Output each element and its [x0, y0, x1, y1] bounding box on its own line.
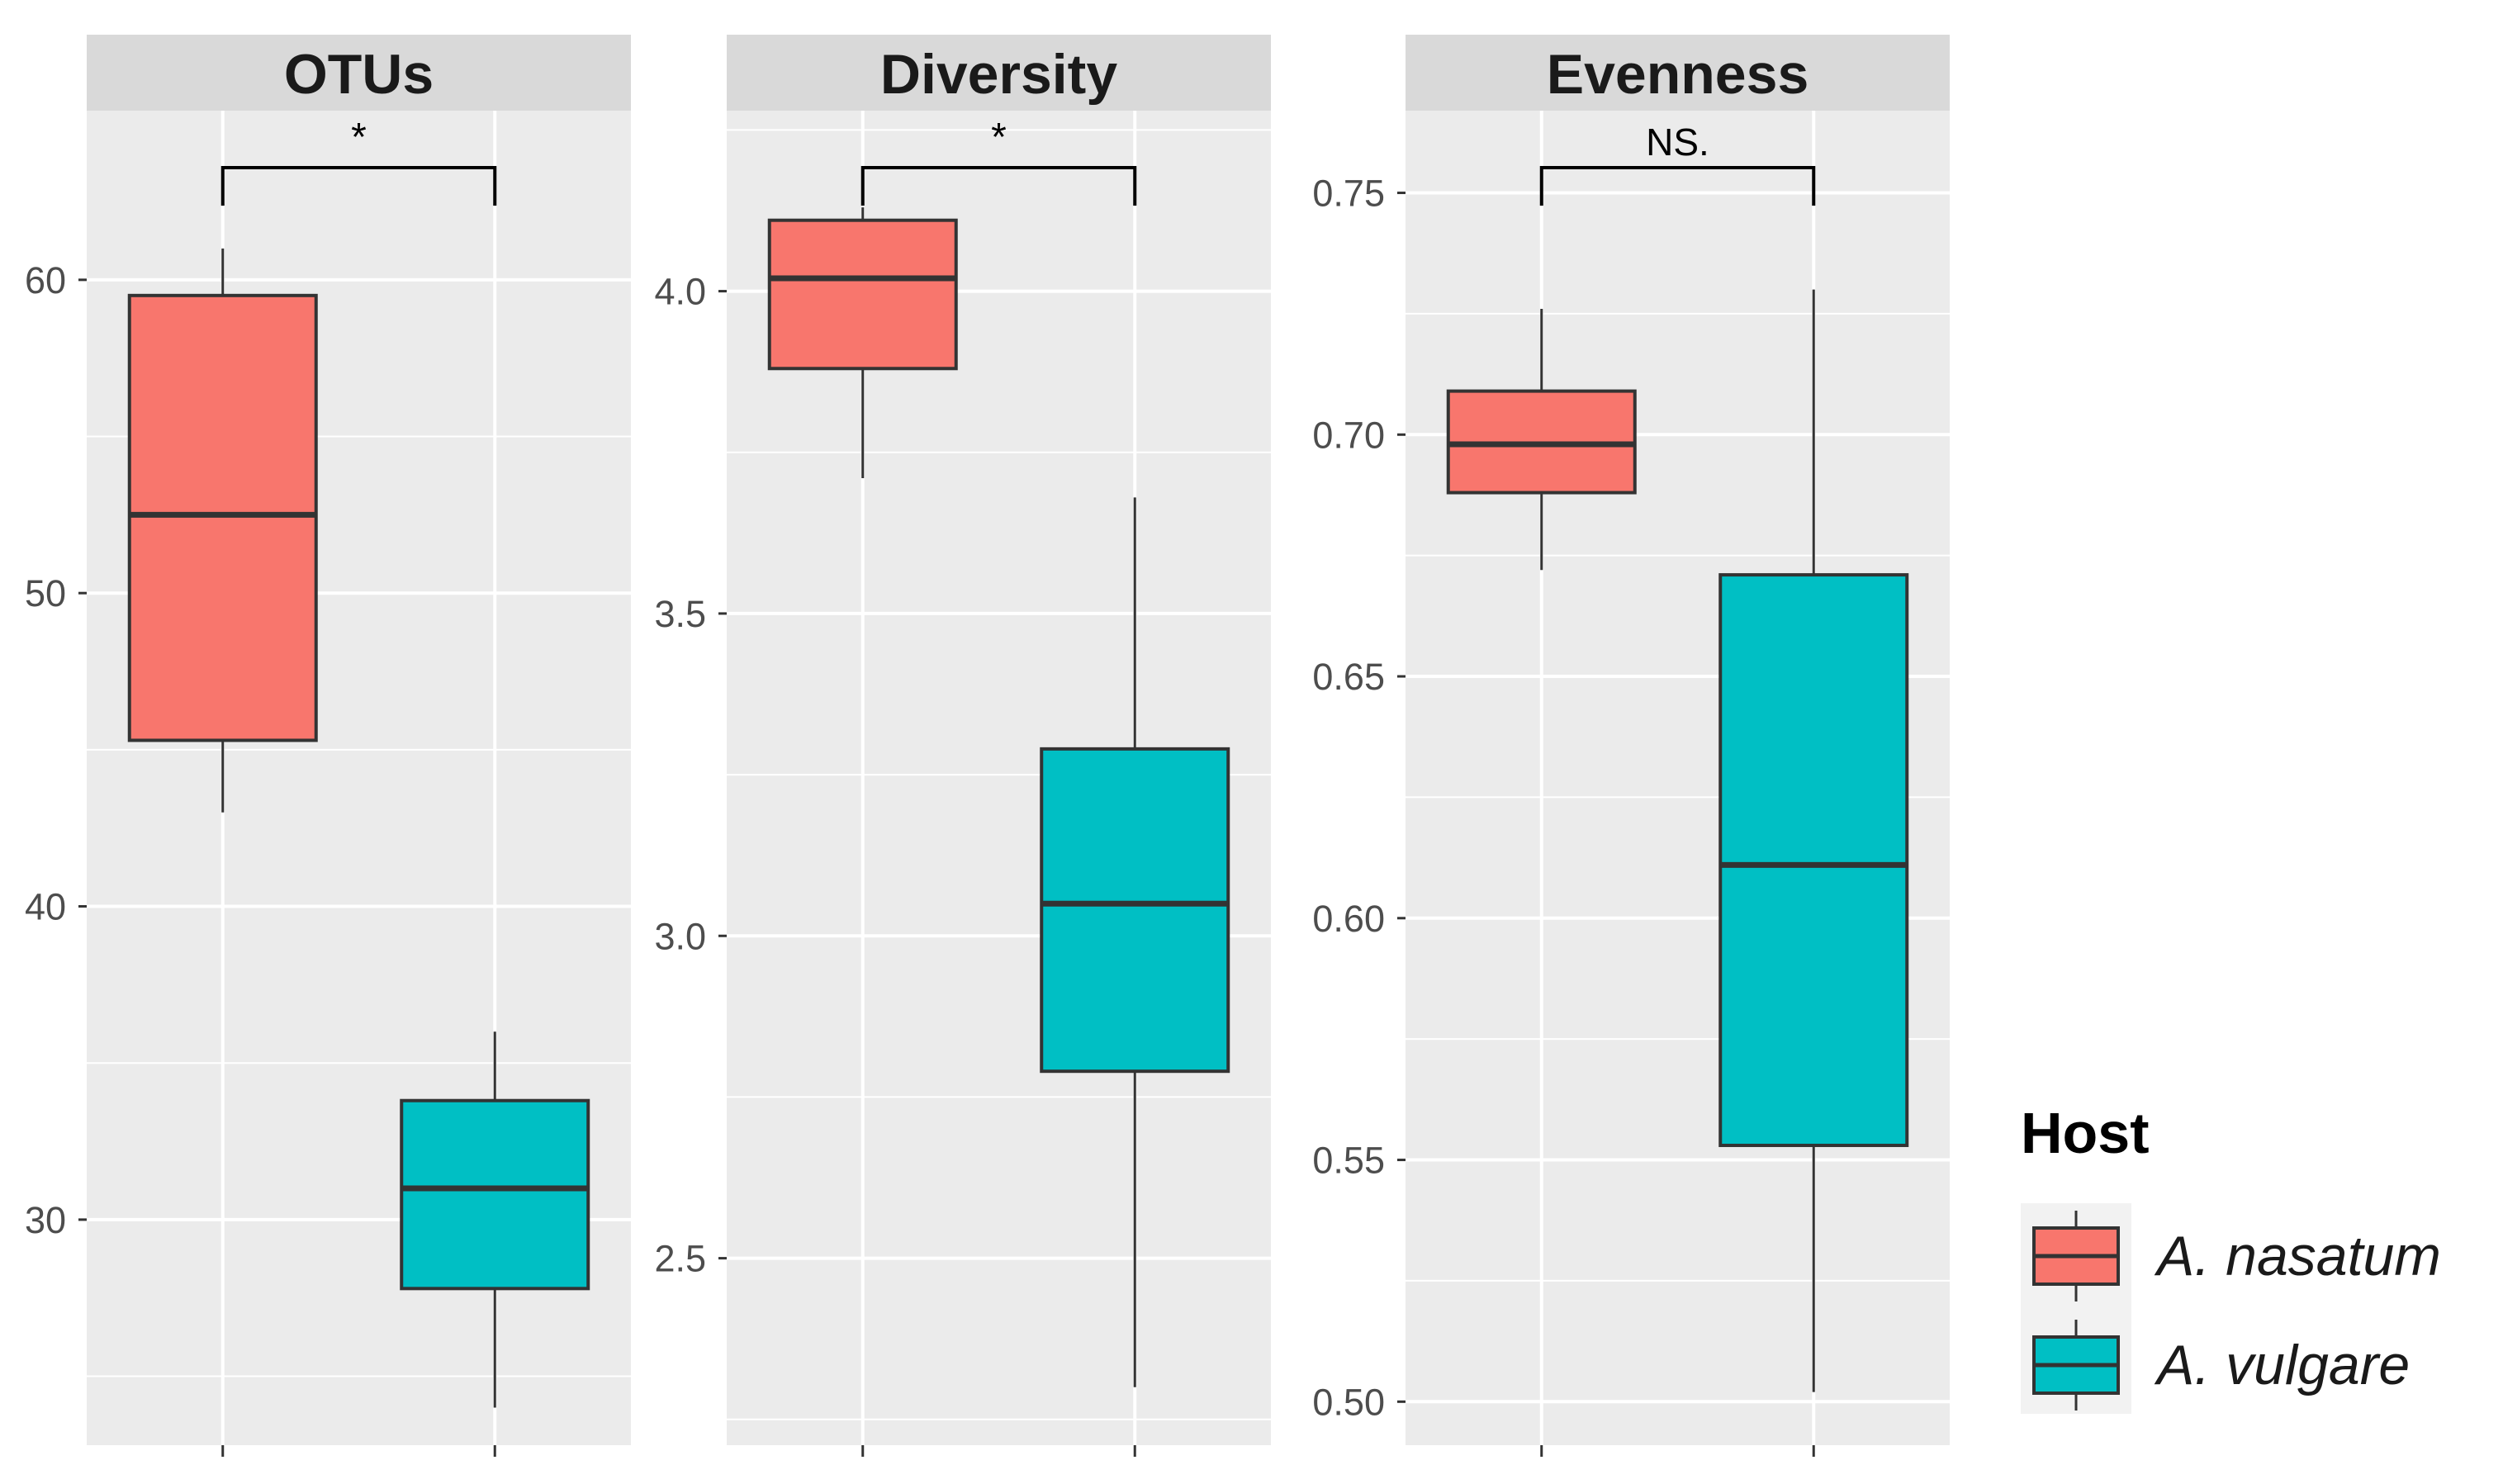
box-otus-a-vulgare	[400, 1031, 590, 1408]
facet-panels: 30405060OTUs*2.53.03.54.0Diversity*0.500…	[25, 35, 1950, 1457]
y-tick-label: 0.70	[1312, 414, 1385, 456]
facet-strip	[87, 35, 631, 111]
box-diversity-a-nasatum	[767, 207, 958, 478]
y-tick-label: 0.60	[1312, 898, 1385, 940]
legend-item-a-vulgare: A. vulgare	[2032, 1320, 2410, 1411]
facet-strip	[1406, 35, 1950, 111]
legend-label: A. nasatum	[2154, 1225, 2441, 1287]
significance-label: *	[991, 116, 1007, 159]
y-tick-label: 2.5	[654, 1238, 706, 1280]
y-tick-label: 0.65	[1312, 656, 1385, 698]
y-tick-label: 0.55	[1312, 1140, 1385, 1182]
facet-title: OTUs	[284, 43, 434, 106]
panel-evenness: 0.50 0.55 0.60 0.65 0.70 0.75 Evenness NS.	[1312, 35, 1950, 1457]
y-tick-label: 3.5	[654, 593, 706, 635]
box-otus-a-nasatum	[127, 248, 318, 813]
box-evenness-a-nasatum	[1446, 309, 1637, 571]
y-tick-label: 0.50	[1312, 1381, 1385, 1423]
y-tick-label: 0.75	[1312, 173, 1385, 215]
y-tick-label: 30	[25, 1199, 66, 1241]
facet-strip	[727, 35, 1271, 111]
facet-title: Diversity	[880, 43, 1117, 106]
box-diversity-a-vulgare	[1040, 497, 1230, 1387]
legend-title: Host	[2021, 1101, 2150, 1165]
legend: Host A. nasatum A. vulgare	[2021, 1101, 2441, 1414]
box-body	[1040, 747, 1230, 1074]
legend-item-a-nasatum: A. nasatum	[2032, 1211, 2441, 1301]
panel-diversity: 2.5 3.0 3.5 4.0 Diversity *	[654, 35, 1271, 1457]
significance-bracket	[1539, 166, 1816, 206]
significance-label: *	[351, 116, 367, 159]
box-body	[767, 218, 958, 371]
y-tick-label: 40	[25, 886, 66, 928]
significance-label: NS.	[1646, 121, 1709, 164]
box-body	[1718, 573, 1909, 1147]
y-tick-label: 60	[25, 259, 66, 301]
legend-label: A. vulgare	[2154, 1334, 2410, 1396]
significance-bracket	[220, 166, 497, 206]
box-body	[127, 293, 318, 742]
y-tick-label: 50	[25, 572, 66, 614]
y-tick-label: 4.0	[654, 271, 706, 313]
panel-otus: 30 40 50 60 OTUs *	[25, 35, 631, 1457]
box-evenness-a-vulgare	[1718, 289, 1909, 1392]
box-body	[400, 1098, 590, 1291]
facet-title: Evenness	[1547, 43, 1809, 106]
significance-bracket	[860, 166, 1137, 206]
y-tick-label: 3.0	[654, 915, 706, 957]
